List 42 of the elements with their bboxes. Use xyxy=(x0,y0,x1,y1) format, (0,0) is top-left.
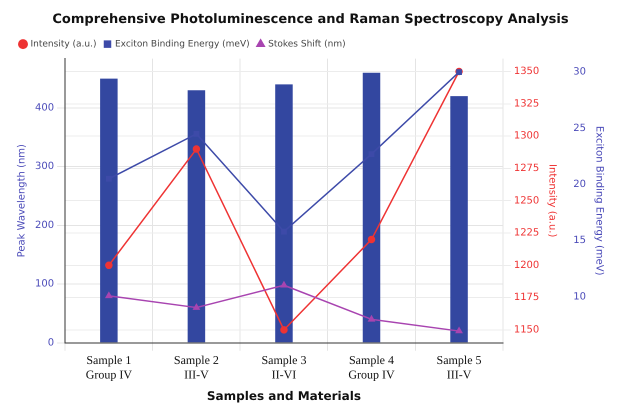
legend-label: Intensity (a.u.) xyxy=(30,39,96,50)
x-tick-label: Sample 5 III-V xyxy=(436,353,482,382)
point xyxy=(193,304,200,310)
y2-tick-label: 1300 xyxy=(514,130,540,142)
point xyxy=(105,262,113,270)
point xyxy=(456,327,462,334)
legend-label: Exciton Binding Energy (meV) xyxy=(114,39,250,50)
x-tick-label: Sample 2 III-V xyxy=(174,353,219,382)
y3-axis-title: Exciton Binding Energy (meV) xyxy=(593,126,604,276)
y-tick-label: 400 xyxy=(34,102,54,114)
y-tick-label: 0 xyxy=(48,337,54,348)
x-axis-title: Samples and Materials xyxy=(206,388,362,403)
y3-tick-label: 25 xyxy=(573,122,586,134)
point xyxy=(192,145,200,153)
point xyxy=(368,236,376,244)
y2-tick-label: 1350 xyxy=(514,66,540,78)
point xyxy=(280,326,288,334)
y-tick-label: 300 xyxy=(34,161,54,172)
y-tick-label: 100 xyxy=(34,278,54,290)
y2-tick-label: 1175 xyxy=(514,292,540,304)
point xyxy=(368,316,375,322)
y-tick-label: 200 xyxy=(34,220,54,231)
y2-tick-label: 1225 xyxy=(514,228,540,239)
y2-tick-label: 1150 xyxy=(514,324,540,336)
y2-tick-label: 1275 xyxy=(514,163,540,174)
y3-tick-label: 20 xyxy=(573,179,586,190)
y3-tick-label: 10 xyxy=(573,291,586,302)
point xyxy=(106,292,112,298)
point xyxy=(280,282,288,288)
y3-tick-label: 15 xyxy=(573,235,586,246)
x-tick-label: Sample 1 Group IV xyxy=(86,353,132,382)
y-axis-title: Peak Wavelength (nm) xyxy=(16,144,28,258)
y2-tick-label: 1250 xyxy=(514,195,540,206)
y2-axis-title: Intensity (a.u.) xyxy=(546,164,558,238)
y2-tick-label: 1325 xyxy=(514,98,540,110)
x-tick-label: Sample 4 Group IV xyxy=(348,353,395,382)
y2-tick-label: 1200 xyxy=(514,260,540,271)
y3-tick-label: 30 xyxy=(573,66,586,78)
chart-title: Comprehensive Photoluminescence and Raman Spectroscopy Analysis xyxy=(52,12,569,28)
x-tick-label: Sample 3 II-VI xyxy=(261,353,306,382)
legend-label: Stokes Shift (nm) xyxy=(268,39,346,50)
bar xyxy=(450,96,468,342)
